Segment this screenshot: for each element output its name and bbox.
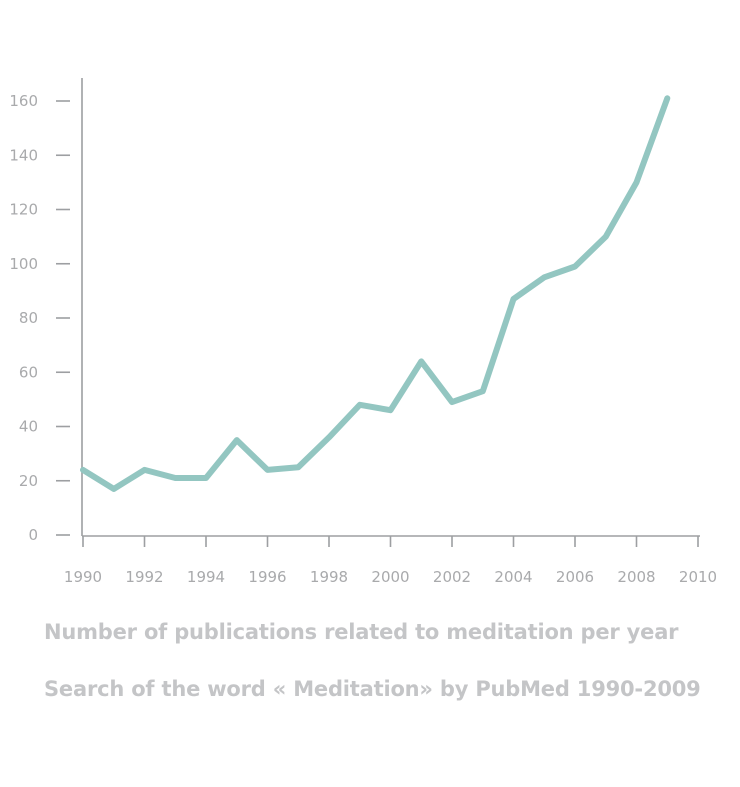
x-tick-label: 1990 [64,568,102,586]
x-tick-label: 2004 [494,568,532,586]
y-tick-label: 140 [9,146,38,164]
y-axis: 0 20 40 60 80 100 120 140 160 [9,78,83,544]
x-tick-label: 1998 [310,568,348,586]
y-tick-label: 60 [19,363,38,381]
series-line [80,95,671,492]
plot-area [80,95,671,492]
y-tick-label: 160 [9,92,38,110]
y-tick-label: 0 [28,526,38,544]
chart-title: Number of publications related to medita… [44,620,679,644]
y-tick-label: 120 [9,201,38,219]
x-tick-label: 1994 [187,568,225,586]
y-tick-label: 100 [9,255,38,273]
y-tick-label: 40 [19,418,38,436]
x-axis: 1990 1992 1994 1996 1998 2000 2002 2004 2006 2008… [64,535,717,586]
x-tick-label: 1992 [125,568,163,586]
x-tick-label: 2002 [433,568,471,586]
chart-subtitle: Search of the word « Meditation» by PubM… [44,677,701,701]
x-tick-label: 2006 [556,568,594,586]
x-tick-label: 2008 [617,568,655,586]
x-tick-label: 2000 [371,568,409,586]
y-tick-label: 80 [19,309,38,327]
y-tick-label: 20 [19,472,38,490]
x-tick-label: 2010 [679,568,717,586]
x-tick-label: 1996 [248,568,286,586]
